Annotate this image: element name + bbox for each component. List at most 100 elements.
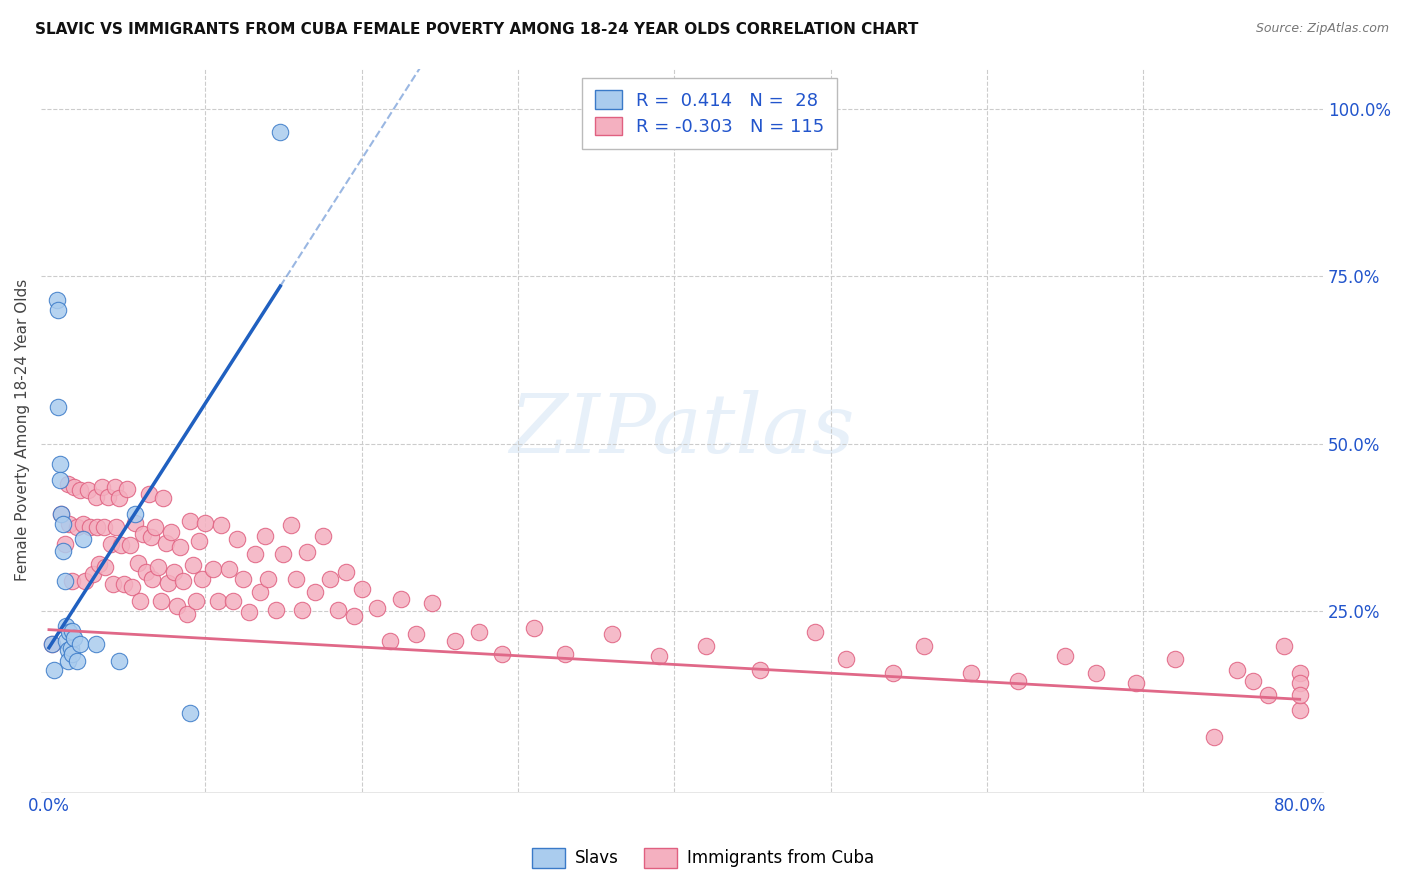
Point: [139, 530, 162, 544]
Point: [1007, 674, 1029, 689]
Y-axis label: Female Poverty Among 18-24 Year Olds: Female Poverty Among 18-24 Year Olds: [15, 279, 30, 582]
Point: [1257, 688, 1279, 702]
Point: [468, 625, 491, 640]
Point: [72, 516, 94, 531]
Point: [225, 532, 247, 546]
Point: [179, 706, 201, 720]
Point: [350, 582, 373, 597]
Point: [42, 663, 65, 677]
Point: [59, 640, 82, 655]
Point: [60, 624, 83, 638]
Text: ZIPatlas: ZIPatlas: [509, 390, 855, 470]
Point: [1054, 649, 1077, 664]
Point: [343, 609, 366, 624]
Point: [191, 572, 214, 586]
Point: [52, 516, 75, 531]
Point: [69, 483, 91, 498]
Point: [84, 637, 107, 651]
Point: [914, 639, 936, 653]
Point: [56, 642, 79, 657]
Point: [156, 575, 179, 590]
Point: [1163, 652, 1185, 666]
Point: [87, 557, 110, 571]
Point: [269, 125, 291, 139]
Point: [49, 457, 72, 471]
Point: [128, 594, 150, 608]
Point: [405, 627, 427, 641]
Point: [188, 533, 211, 548]
Point: [291, 602, 314, 616]
Point: [184, 594, 207, 608]
Point: [202, 562, 225, 576]
Point: [60, 648, 83, 662]
Text: Source: ZipAtlas.com: Source: ZipAtlas.com: [1256, 22, 1389, 36]
Point: [1288, 665, 1310, 680]
Point: [77, 483, 100, 498]
Point: [108, 654, 131, 668]
Point: [1288, 703, 1310, 717]
Point: [176, 607, 198, 622]
Point: [112, 577, 135, 591]
Point: [160, 524, 183, 539]
Point: [150, 594, 173, 608]
Point: [143, 520, 166, 534]
Point: [124, 516, 146, 530]
Point: [120, 538, 142, 552]
Point: [46, 400, 69, 414]
Point: [179, 514, 201, 528]
Point: [238, 605, 260, 619]
Legend: Slavs, Immigrants from Cuba: Slavs, Immigrants from Cuba: [524, 841, 882, 875]
Point: [882, 665, 904, 680]
Point: [194, 516, 217, 530]
Point: [55, 618, 77, 632]
Point: [304, 585, 326, 599]
Point: [222, 594, 245, 608]
Point: [91, 480, 114, 494]
Point: [58, 516, 80, 531]
Point: [209, 518, 232, 533]
Point: [1288, 688, 1310, 702]
Point: [804, 625, 827, 640]
Point: [55, 634, 77, 648]
Point: [749, 663, 772, 677]
Point: [152, 491, 174, 506]
Point: [311, 529, 333, 543]
Point: [554, 648, 576, 662]
Point: [51, 507, 73, 521]
Text: SLAVIC VS IMMIGRANTS FROM CUBA FEMALE POVERTY AMONG 18-24 YEAR OLDS CORRELATION : SLAVIC VS IMMIGRANTS FROM CUBA FEMALE PO…: [35, 22, 918, 37]
Point: [94, 560, 117, 574]
Point: [72, 532, 94, 546]
Point: [172, 574, 194, 588]
Point: [232, 572, 254, 586]
Point: [93, 520, 115, 534]
Point: [66, 520, 89, 534]
Point: [253, 529, 276, 543]
Point: [101, 577, 124, 591]
Point: [1226, 663, 1249, 677]
Point: [66, 654, 89, 668]
Point: [378, 634, 401, 648]
Point: [256, 572, 278, 586]
Point: [69, 637, 91, 651]
Point: [115, 482, 138, 496]
Point: [218, 562, 240, 576]
Point: [60, 574, 83, 588]
Point: [104, 480, 127, 494]
Point: [148, 560, 170, 574]
Point: [491, 648, 513, 662]
Point: [124, 507, 146, 521]
Point: [53, 574, 76, 588]
Point: [138, 487, 160, 501]
Point: [1085, 665, 1108, 680]
Point: [960, 665, 983, 680]
Point: [127, 556, 149, 570]
Point: [82, 567, 104, 582]
Point: [1202, 730, 1225, 744]
Point: [52, 543, 75, 558]
Point: [249, 585, 271, 599]
Point: [600, 627, 623, 641]
Point: [166, 599, 188, 613]
Point: [163, 565, 186, 579]
Legend: R =  0.414   N =  28, R = -0.303   N = 115: R = 0.414 N = 28, R = -0.303 N = 115: [582, 78, 837, 149]
Point: [695, 639, 717, 653]
